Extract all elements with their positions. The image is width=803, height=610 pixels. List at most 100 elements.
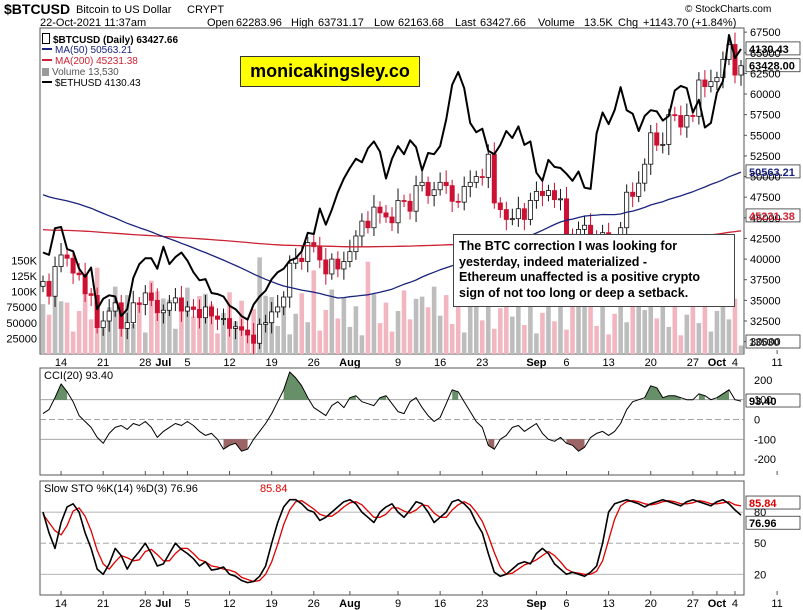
sto-k-last-value-box (745, 515, 801, 530)
x-tick-label: 23 (476, 357, 488, 369)
volume-bar (654, 318, 660, 354)
volume-bar (522, 325, 527, 354)
x-tick-label: 20 (645, 357, 657, 369)
volume-bar (305, 322, 311, 354)
x-tick-label: 12 (223, 598, 235, 610)
candle-body (437, 181, 443, 191)
candle-body (425, 181, 431, 196)
candle-body (112, 302, 118, 312)
ma50-last-value-text: 50563.21 (749, 167, 795, 179)
volume-bar (618, 293, 623, 354)
x-tick-label: 14 (55, 357, 67, 369)
volume-bar (516, 296, 521, 354)
candle-body (136, 302, 142, 305)
exchange-label: CRYPT (187, 4, 225, 16)
x-tick-label: Jul (155, 598, 171, 610)
candle-body (449, 185, 455, 202)
candle-body (46, 280, 52, 297)
candle-body (208, 306, 214, 317)
x-tick-label: 11 (771, 598, 782, 610)
cci-overbought-fill (644, 385, 681, 400)
volume-bar (714, 310, 720, 354)
candle-body (88, 293, 94, 296)
legend-eth-swatch (42, 81, 52, 83)
cci-last-value-text: 93.40 (749, 396, 777, 408)
open-label: Open (207, 17, 234, 29)
legend-volume: Volume 13,530 (42, 67, 119, 78)
annotation-line-1: The BTC correction I was looking for (459, 239, 678, 253)
sto-d-title-value: 85.84 (260, 483, 288, 495)
ma200-last-value-box (745, 208, 801, 223)
candle-body (666, 114, 672, 145)
price-tick-label: 45000 (750, 213, 781, 225)
volume-bar (221, 312, 226, 354)
volume-bar (341, 297, 347, 354)
price-tick-label: 47500 (750, 192, 781, 204)
volume-bar (431, 286, 437, 354)
cci-tick-label: 100 (754, 395, 772, 407)
x-tick-label: 23 (476, 598, 488, 610)
volume-bar (407, 319, 413, 354)
volume-bar (606, 334, 611, 354)
quote-date: 22-Oct-2021 11:37am (40, 17, 147, 29)
volume-bar (395, 310, 401, 354)
candle-body (263, 322, 269, 325)
volume-bar (136, 303, 142, 354)
ma50-line (42, 171, 742, 299)
sto-d-last-value-box (745, 495, 801, 510)
legend-ma200: MA(200) 45231.38 (42, 56, 138, 67)
candle-body (389, 216, 395, 224)
price-last-value-box (745, 58, 801, 73)
price-tick-label: 62500 (750, 68, 781, 80)
candle-body (160, 309, 166, 314)
open-value: 62283.96 (236, 17, 282, 29)
candle-body (443, 181, 449, 187)
cci-tick-label: 200 (754, 375, 772, 387)
volume-bar (323, 310, 329, 354)
candle-body (678, 115, 684, 128)
candle-body (124, 322, 130, 329)
volume-bar (40, 304, 46, 354)
x-tick-label: 28 (139, 598, 151, 610)
volume-bar (167, 299, 172, 354)
candle-body (365, 220, 371, 229)
legend-price-swatch (42, 33, 50, 44)
price-tick-label: 50000 (750, 172, 781, 184)
x-tick-label: 28 (139, 357, 151, 369)
volume-bar (203, 293, 208, 354)
volume-bar (660, 297, 666, 354)
annotation-line-4: sign of not too long or deep a setback. (459, 285, 689, 300)
candle-body (172, 297, 178, 304)
volume-bar (401, 290, 407, 354)
volume-bar (485, 299, 491, 354)
volume-tick-label: 50000 (6, 318, 37, 330)
x-tick-label: 6 (563, 357, 569, 369)
x-tick-label: 4 (732, 598, 738, 610)
cci-tick-label: -100 (754, 434, 776, 446)
volume-bar (588, 296, 593, 354)
cci-overbought-fill (283, 372, 308, 400)
annotation-line-3: Ethereum unaffected is a positive crypto (459, 270, 701, 284)
volume-bar (576, 288, 581, 354)
candle-body (196, 309, 202, 319)
volume-bar (347, 326, 353, 354)
volume-bar (672, 284, 678, 354)
candle-body (515, 208, 521, 220)
candle-body (401, 200, 407, 202)
candle-body (503, 209, 509, 220)
volume-bar (425, 307, 431, 354)
volume-bar (419, 296, 425, 354)
candle-body (100, 320, 106, 328)
volume-bar (383, 302, 389, 354)
annotation-line-2: yesterday, indeed materialized - (459, 254, 648, 269)
candle-body (130, 302, 136, 324)
x-tick-label: 5 (184, 598, 190, 610)
volume-bar (413, 298, 419, 354)
price-tick-label: 42500 (750, 233, 781, 245)
volume-bar (449, 324, 455, 354)
volume-bar (732, 298, 738, 354)
cci-last-value-box (745, 393, 801, 408)
x-tick-label: 13 (602, 357, 614, 369)
volume-bar (88, 319, 94, 354)
candle-body (461, 186, 467, 203)
